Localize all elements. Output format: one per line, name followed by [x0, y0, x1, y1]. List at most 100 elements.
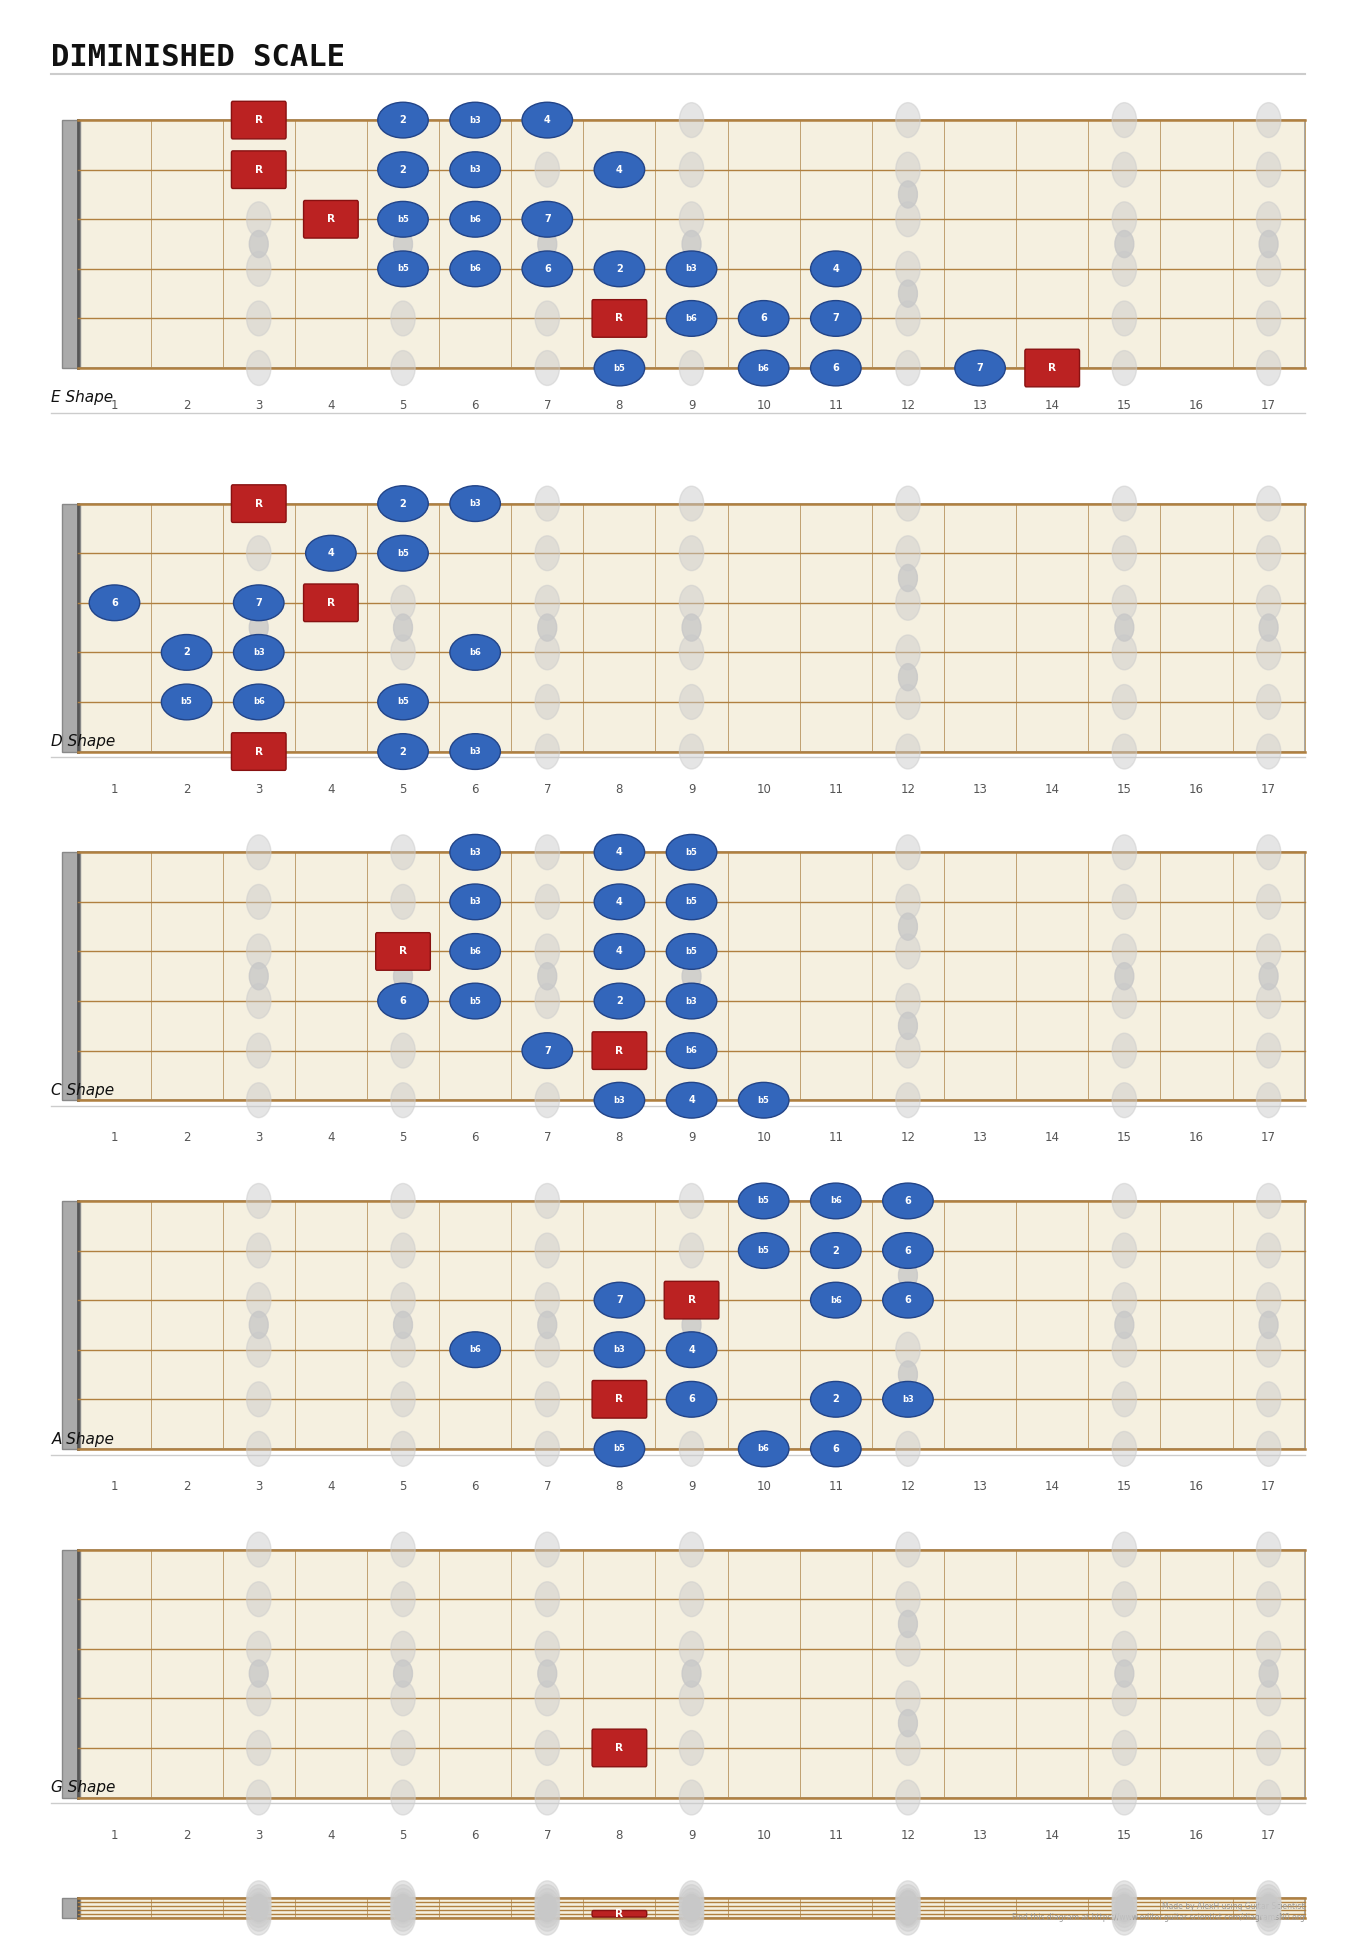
Circle shape [896, 835, 921, 870]
Circle shape [679, 1892, 703, 1927]
Text: 11: 11 [829, 1829, 844, 1842]
Circle shape [896, 1234, 921, 1269]
Circle shape [679, 1730, 703, 1765]
Text: 1: 1 [111, 1480, 118, 1493]
Text: 2: 2 [833, 1395, 840, 1404]
Circle shape [246, 734, 270, 769]
Circle shape [899, 564, 918, 591]
Ellipse shape [811, 1232, 861, 1269]
Circle shape [391, 1681, 415, 1716]
Text: 6: 6 [688, 1395, 695, 1404]
Text: 2: 2 [183, 783, 191, 796]
Ellipse shape [161, 635, 212, 670]
Circle shape [391, 1032, 415, 1067]
Circle shape [681, 231, 700, 258]
Circle shape [899, 1362, 918, 1389]
Text: 2: 2 [183, 1131, 191, 1145]
Text: 3: 3 [256, 399, 262, 413]
Text: 17: 17 [1261, 1131, 1276, 1145]
Text: 6: 6 [544, 263, 550, 273]
Circle shape [1256, 984, 1280, 1019]
Circle shape [246, 351, 270, 385]
Text: 12: 12 [900, 783, 915, 796]
Text: 6: 6 [833, 1443, 840, 1455]
FancyBboxPatch shape [231, 732, 287, 771]
Circle shape [1256, 1184, 1280, 1218]
Circle shape [391, 984, 415, 1019]
Text: b5: b5 [181, 697, 192, 707]
Circle shape [896, 684, 921, 719]
Circle shape [249, 1660, 268, 1687]
Text: R: R [1048, 362, 1056, 374]
Circle shape [1259, 231, 1278, 258]
Circle shape [391, 1780, 415, 1815]
Text: 6: 6 [833, 362, 840, 374]
Circle shape [679, 1896, 703, 1931]
Circle shape [1113, 1532, 1137, 1567]
Circle shape [1256, 885, 1280, 920]
Circle shape [1113, 1730, 1137, 1765]
Text: 10: 10 [756, 399, 771, 413]
Text: 10: 10 [756, 1480, 771, 1493]
Circle shape [899, 664, 918, 692]
Ellipse shape [377, 486, 429, 521]
Circle shape [1113, 1583, 1137, 1617]
Ellipse shape [667, 984, 717, 1019]
Circle shape [535, 153, 560, 188]
Circle shape [246, 635, 270, 670]
Circle shape [896, 635, 921, 670]
Text: 6: 6 [904, 1296, 911, 1306]
Text: b5: b5 [397, 215, 408, 225]
FancyBboxPatch shape [592, 300, 646, 337]
Text: 16: 16 [1188, 1480, 1205, 1493]
Circle shape [1113, 1780, 1137, 1815]
Circle shape [1113, 1083, 1137, 1118]
Circle shape [249, 1311, 268, 1338]
Text: b3: b3 [614, 1096, 625, 1104]
Circle shape [1256, 1532, 1280, 1567]
Circle shape [246, 486, 270, 521]
Text: 2: 2 [400, 114, 407, 126]
Circle shape [535, 351, 560, 385]
Text: 4: 4 [617, 947, 623, 957]
Text: 16: 16 [1188, 1131, 1205, 1145]
Circle shape [679, 153, 703, 188]
Text: 4: 4 [617, 897, 623, 907]
Circle shape [535, 1282, 560, 1317]
Circle shape [538, 614, 557, 641]
Circle shape [896, 1885, 921, 1920]
Circle shape [1113, 1032, 1137, 1067]
Ellipse shape [89, 585, 139, 620]
Circle shape [896, 1083, 921, 1118]
Ellipse shape [811, 252, 861, 287]
Circle shape [246, 537, 270, 571]
Ellipse shape [377, 252, 429, 287]
Ellipse shape [738, 300, 790, 337]
Text: b3: b3 [469, 748, 481, 755]
Circle shape [391, 1184, 415, 1218]
Text: 15: 15 [1117, 1480, 1132, 1493]
Circle shape [535, 1681, 560, 1716]
Ellipse shape [667, 1333, 717, 1368]
Circle shape [1113, 351, 1137, 385]
Ellipse shape [234, 684, 284, 721]
Circle shape [391, 1896, 415, 1931]
Text: 6: 6 [472, 399, 479, 413]
Circle shape [1113, 1896, 1137, 1931]
Circle shape [391, 486, 415, 521]
Text: R: R [399, 947, 407, 957]
Circle shape [1256, 1431, 1280, 1466]
Text: b3: b3 [469, 165, 481, 174]
Text: b5: b5 [757, 1096, 769, 1104]
Circle shape [679, 1333, 703, 1368]
Circle shape [679, 1900, 703, 1935]
Text: b6: b6 [469, 1344, 481, 1354]
Circle shape [896, 252, 921, 287]
Circle shape [896, 1631, 921, 1666]
Ellipse shape [594, 934, 645, 968]
Text: 8: 8 [615, 1480, 623, 1493]
Circle shape [391, 1631, 415, 1666]
Circle shape [896, 934, 921, 968]
Circle shape [896, 201, 921, 236]
Ellipse shape [811, 351, 861, 385]
